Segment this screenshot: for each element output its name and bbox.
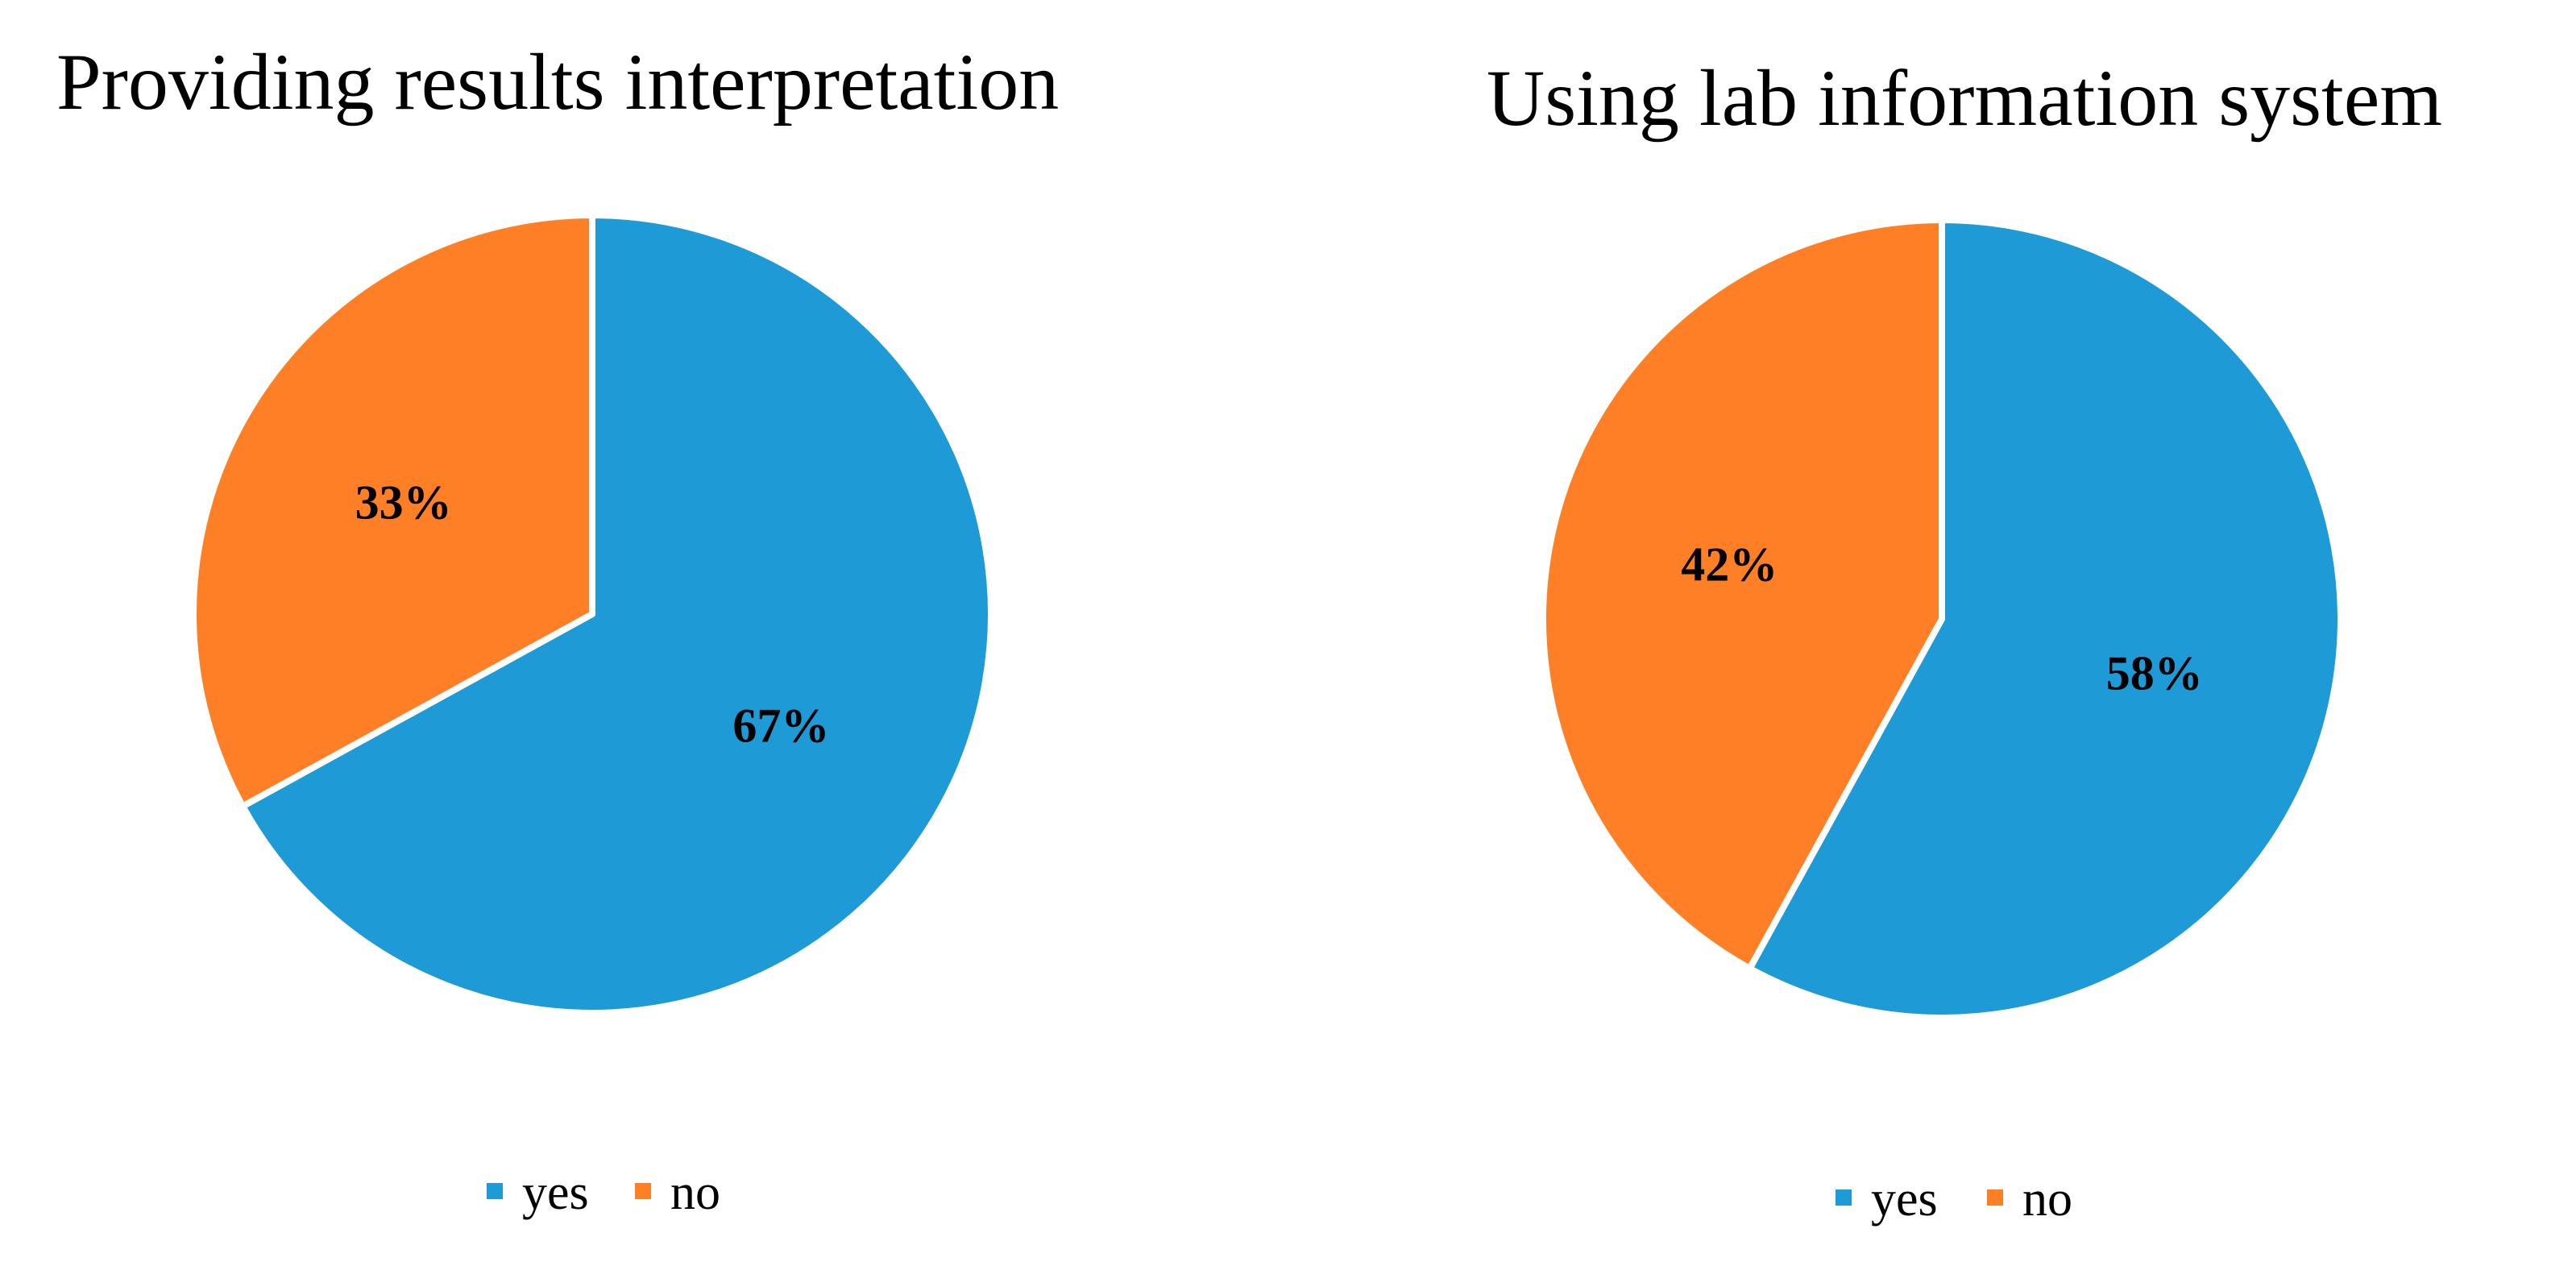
legend-swatch-yes [487, 1183, 503, 1199]
legend-swatch-no [1987, 1189, 2003, 1206]
data-label-yes: 58% [2106, 647, 2203, 700]
pie-slices [1540, 217, 2344, 1021]
legend-swatch-no [635, 1183, 651, 1199]
pie-slice-no [190, 212, 595, 810]
pie-slice-yes [1746, 217, 2344, 1021]
chart-title: Using lab information system [1487, 53, 2442, 143]
data-label-no: 42% [1681, 538, 1777, 591]
pie-slice-yes [239, 212, 994, 1016]
pie-data-labels: 67% 33% [355, 475, 830, 752]
legend-label-no: no [670, 1165, 720, 1220]
legend-label-yes: yes [1871, 1172, 1938, 1227]
pie-slices [190, 212, 994, 1016]
pie-chart-lab-information-system: Using lab information system 58% 42% yes … [1487, 53, 2442, 1227]
data-label-no: 33% [355, 475, 452, 529]
legend: yes no [487, 1165, 720, 1220]
pie-chart-results-interpretation: Providing results interpretation 67%33% … [56, 37, 1059, 1220]
legend-label-no: no [2022, 1172, 2072, 1227]
legend-label-yes: yes [522, 1165, 589, 1220]
data-label-yes: 67% [732, 699, 829, 753]
legend-swatch-yes [1836, 1189, 1852, 1206]
chart-title: Providing results interpretation [56, 37, 1059, 127]
pie-data-labels: 58% 42% [1681, 538, 2202, 699]
pie-slice-no [1540, 217, 1945, 972]
legend: yes no [1836, 1172, 2072, 1227]
